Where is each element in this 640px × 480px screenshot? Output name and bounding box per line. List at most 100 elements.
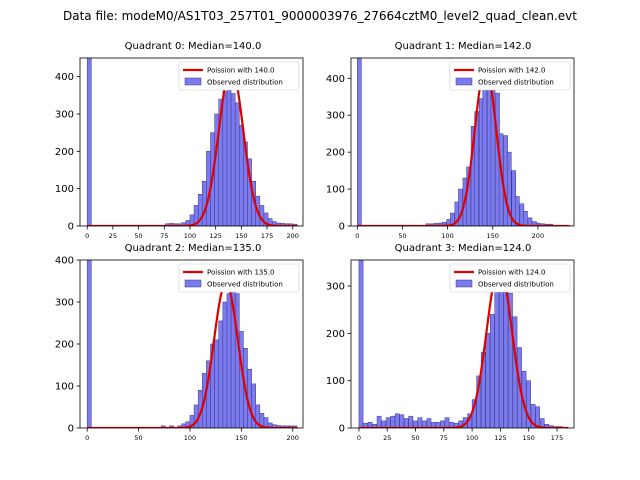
y-tick-label: 400 (326, 74, 345, 85)
x-tick-label: 200 (532, 232, 544, 240)
histogram-bar (530, 404, 536, 428)
histogram-bar (403, 418, 409, 428)
histogram-bar (222, 301, 228, 428)
legend-box (178, 263, 300, 293)
histogram-bar (444, 417, 450, 428)
legend-label-poisson: Poission with 140.0 (207, 67, 275, 75)
y-tick-label: 400 (55, 72, 74, 83)
legend: Poission with 135.0 Observed distribution (178, 263, 300, 293)
histogram-bar (482, 85, 488, 226)
y-tick-label: 300 (55, 110, 74, 121)
histogram-bar (358, 260, 364, 428)
y-tick-label: 400 (55, 256, 74, 267)
histogram-bar (433, 223, 439, 226)
histogram-bar (367, 422, 373, 428)
histogram-bar (449, 422, 454, 428)
x-tick-label: 100 (184, 232, 196, 240)
x-tick-label: 150 (523, 434, 535, 442)
legend-box (449, 263, 571, 293)
histogram-bar (376, 415, 382, 428)
histogram-bars (357, 58, 554, 226)
histogram-bar (458, 188, 463, 226)
legend: Poission with 140.0 Observed distribution (178, 61, 300, 91)
histogram-bar (222, 91, 228, 226)
histogram-bar (535, 222, 541, 226)
x-tick-label: 75 (440, 434, 448, 442)
histogram-bar (86, 58, 92, 226)
histogram-bars (358, 260, 563, 428)
poisson-curve (87, 66, 298, 226)
quadrant-2-title: Quadrant 2: Median=135.0 (125, 243, 262, 254)
histogram-bar (202, 180, 207, 226)
y-tick-label: 0 (68, 424, 74, 435)
histogram-bar (485, 333, 491, 428)
poisson-curve (87, 281, 298, 428)
histogram-bar (226, 76, 232, 226)
y-tick-label: 300 (55, 298, 74, 309)
y-tick-label: 0 (68, 222, 74, 233)
legend-box (178, 61, 300, 91)
x-tick-label: 125 (209, 232, 221, 240)
poisson-curve (358, 265, 569, 428)
y-tick-label: 100 (55, 382, 74, 393)
histogram-bar (515, 196, 520, 226)
x-tick-label: 150 (487, 232, 499, 240)
y-tick-label: 0 (339, 424, 345, 435)
x-tick-label: 75 (160, 232, 168, 240)
histogram-bar (218, 320, 224, 428)
chart-quadrant-0: Quadrant 0: Median=140.0 0 25 50 75 100 125 15… (55, 41, 304, 240)
legend: Poission with 124.0 Observed distribution (449, 263, 571, 293)
histogram-bar (523, 210, 528, 226)
chart-quadrant-2: Quadrant 2: Median=135.0 0 50 100 150 200 0 10… (55, 243, 304, 442)
quadrant-0-title: Quadrant 0: Median=140.0 (125, 41, 262, 52)
histogram-bar (390, 415, 396, 428)
histogram-bar (425, 223, 431, 226)
y-tick-label: 200 (55, 340, 74, 351)
plot-frame (350, 259, 575, 429)
plot-frame (350, 57, 575, 227)
x-tick-label: 50 (134, 232, 142, 240)
histogram-bar (214, 339, 219, 428)
legend-bar-swatch (455, 77, 473, 86)
histogram-bar (426, 418, 432, 428)
histogram-bar (476, 375, 482, 428)
y-tick-label: 100 (326, 376, 345, 387)
histogram-bar (435, 422, 441, 428)
x-tick-label: 0 (355, 232, 359, 240)
histogram-bar (494, 288, 500, 428)
x-tick-label: 0 (85, 434, 89, 442)
chart-quadrant-1: Quadrant 1: Median=142.0 0 50 100 150 200 0 10… (326, 41, 575, 240)
histogram-bar (431, 422, 436, 428)
x-tick-label: 175 (261, 232, 273, 240)
histogram-bar (234, 293, 240, 428)
y-tick-label: 200 (326, 148, 345, 159)
histogram-bar (86, 260, 92, 428)
legend-label-observed: Observed distribution (207, 79, 283, 87)
histogram-bar (526, 380, 531, 428)
histogram-bar (499, 290, 504, 428)
histogram-bar (399, 414, 405, 428)
x-tick-label: 175 (551, 434, 563, 442)
histogram-bar (453, 423, 459, 428)
histogram-bar (539, 418, 545, 428)
histogram-bar (234, 102, 240, 226)
legend-label-observed: Observed distribution (207, 281, 283, 289)
plot-frame (79, 57, 304, 227)
histogram-bar (226, 293, 232, 428)
histogram-bar (489, 314, 495, 428)
quadrant-1-title: Quadrant 1: Median=142.0 (395, 41, 532, 52)
legend-bar-swatch (455, 279, 473, 288)
x-tick-label: 100 (466, 434, 478, 442)
legend-label-poisson: Poission with 142.0 (478, 67, 546, 75)
y-tick-label: 100 (55, 184, 74, 195)
x-tick-label: 150 (235, 434, 247, 442)
x-tick-label: 50 (398, 232, 406, 240)
histogram-bars (86, 58, 298, 226)
legend-box (449, 61, 571, 91)
histogram-bar (512, 316, 518, 428)
figure-suptitle: Data file: modeM0/AS1T03_257T01_90000039… (63, 9, 577, 23)
x-tick-label: 0 (85, 232, 89, 240)
histogram-bar (527, 217, 533, 226)
y-tick-label: 300 (326, 282, 345, 293)
